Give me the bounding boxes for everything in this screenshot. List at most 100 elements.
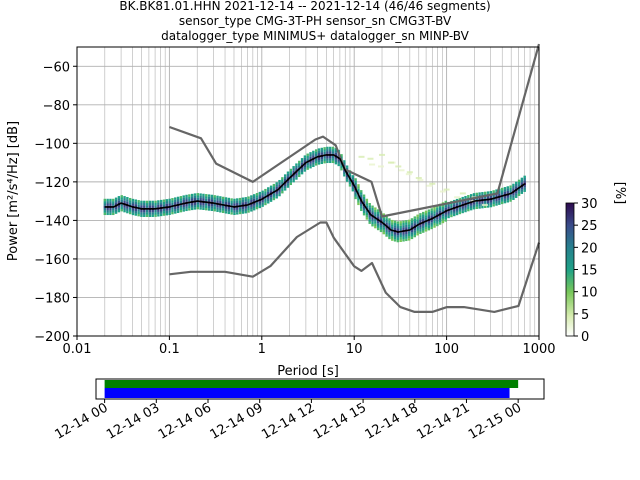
psd-histogram-cell	[506, 188, 509, 191]
psd-histogram-cell	[441, 209, 445, 212]
psd-histogram-cell	[331, 160, 335, 164]
psd-histogram-cell	[492, 194, 495, 198]
x-tick-label: 0.1	[159, 342, 180, 357]
psd-histogram-cell	[523, 177, 526, 181]
psd-histogram-cell	[219, 198, 222, 201]
psd-histogram-cell	[236, 212, 239, 215]
psd-histogram-cell	[205, 196, 208, 199]
psd-histogram-cell	[106, 212, 109, 216]
psd-histogram-cell	[515, 190, 518, 194]
psd-histogram-cell	[422, 223, 425, 226]
psd-histogram-cell	[207, 208, 211, 211]
psd-histogram-cell	[219, 210, 222, 213]
psd-histogram-cell	[109, 203, 112, 206]
psd-histogram-cell	[343, 169, 346, 172]
psd-histogram-cell	[424, 222, 428, 225]
psd-histogram-cell	[464, 200, 467, 203]
psd-histogram-cell	[258, 191, 262, 195]
psd-histogram-cell	[264, 200, 267, 203]
psd-histogram-cell	[388, 232, 391, 235]
psd-histogram-cell	[123, 200, 126, 204]
psd-histogram-cell	[202, 193, 205, 197]
psd-histogram-cell	[374, 218, 377, 222]
psd-histogram-cell	[143, 209, 146, 213]
psd-histogram-cell	[159, 213, 163, 217]
psd-faint-cell	[454, 196, 461, 199]
psd-histogram-cell	[314, 158, 318, 161]
psd-histogram-cell	[351, 184, 354, 187]
psd-histogram-cell	[348, 181, 352, 185]
psd-histogram-cell	[306, 158, 309, 161]
x-tick-label: 100	[434, 342, 459, 357]
psd-histogram-cell	[360, 192, 363, 195]
psd-histogram-cell	[436, 207, 439, 211]
psd-histogram-cell	[430, 208, 433, 211]
psd-histogram-cell	[123, 207, 126, 211]
psd-histogram-cell	[447, 215, 450, 219]
psd-histogram-cell	[391, 233, 394, 237]
psd-histogram-cell	[233, 207, 236, 211]
psd-histogram-cell	[199, 202, 202, 206]
psd-histogram-cell	[424, 224, 428, 227]
psd-histogram-cell	[416, 228, 419, 231]
psd-histogram-cell	[517, 181, 521, 185]
psd-histogram-cell	[171, 207, 174, 210]
psd-histogram-cell	[162, 208, 166, 212]
psd-histogram-cell	[199, 195, 202, 199]
psd-histogram-cell	[506, 195, 509, 198]
model-lines-layer	[104, 43, 541, 313]
psd-histogram-cell	[196, 193, 200, 196]
psd-histogram-cell	[334, 157, 338, 160]
psd-histogram-cell	[376, 225, 380, 228]
psd-histogram-cell	[436, 209, 439, 213]
psd-histogram-cell	[484, 196, 487, 199]
psd-histogram-cell	[165, 201, 169, 204]
psd-histogram-cell	[148, 209, 152, 213]
psd-histogram-cell	[410, 234, 414, 237]
psd-histogram-cell	[365, 212, 369, 216]
psd-histogram-cell	[368, 216, 371, 220]
psd-histogram-cell	[199, 193, 202, 196]
psd-histogram-cell	[354, 178, 357, 181]
psd-histogram-cell	[424, 213, 428, 216]
psd-histogram-cell	[199, 198, 202, 201]
psd-histogram-cell	[267, 196, 270, 199]
psd-histogram-cell	[131, 203, 135, 206]
psd-histogram-cell	[360, 197, 363, 200]
grid-layer	[76, 47, 539, 337]
psd-histogram-cell	[252, 196, 256, 199]
psd-histogram-cell	[424, 217, 428, 221]
psd-histogram-cell	[365, 217, 369, 220]
psd-histogram-cell	[188, 208, 191, 211]
psd-histogram-cell	[413, 230, 416, 233]
psd-histogram-cell	[337, 159, 340, 162]
psd-histogram-cell	[461, 201, 464, 204]
psd-histogram-cell	[159, 209, 163, 212]
psd-histogram-cell	[272, 186, 276, 189]
x-tick-label: 1000	[522, 342, 555, 357]
psd-histogram-cell	[455, 212, 459, 216]
psd-faint-cell	[387, 161, 394, 164]
psd-histogram-cell	[517, 179, 521, 183]
psd-histogram-cell	[467, 199, 470, 203]
psd-histogram-cell	[134, 211, 138, 214]
psd-histogram-cell	[227, 202, 231, 205]
psd-histogram-cell	[357, 202, 360, 206]
psd-faint-cell	[415, 177, 422, 180]
psd-histogram-cell	[314, 160, 318, 164]
psd-histogram-cell	[498, 193, 501, 196]
x-axis-label: Period [s]	[277, 364, 339, 379]
psd-histogram-cell	[162, 201, 166, 205]
psd-histogram-cell	[402, 239, 405, 242]
psd-histogram-cell	[520, 179, 524, 183]
psd-histogram-cell	[399, 221, 402, 224]
psd-histogram-cell	[317, 162, 321, 165]
psd-histogram-cell	[289, 182, 292, 186]
psd-histogram-cell	[221, 210, 225, 214]
psd-histogram-cell	[329, 149, 332, 152]
psd-histogram-cell	[221, 199, 225, 202]
psd-faint-cell	[379, 153, 386, 156]
psd-histogram-cell	[182, 209, 185, 212]
psd-histogram-cell	[140, 202, 143, 206]
psd-histogram-cell	[230, 209, 233, 213]
